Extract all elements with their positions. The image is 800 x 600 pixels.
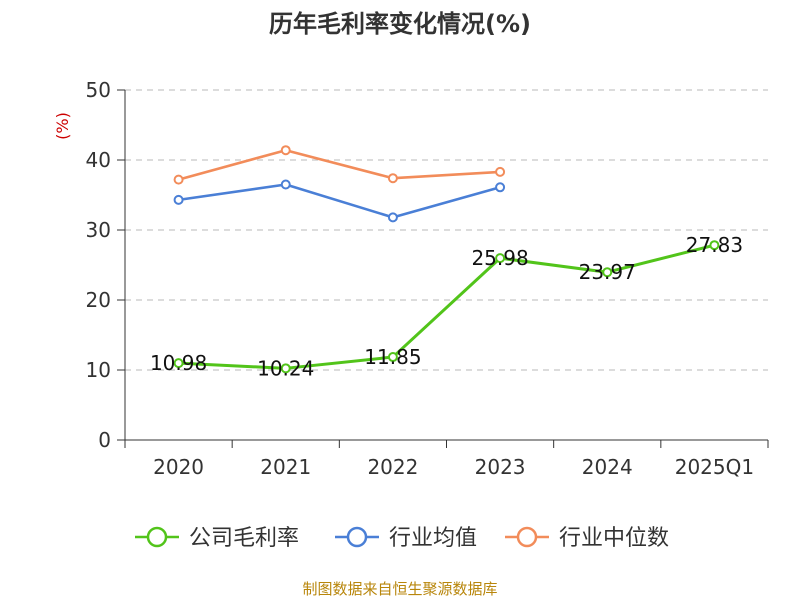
data-label: 10.98 — [150, 351, 207, 375]
y-tick-label: 20 — [86, 288, 111, 312]
legend-label: 公司毛利率 — [189, 526, 299, 551]
data-label: 25.98 — [471, 246, 528, 270]
legend-item: 行业均值 — [335, 526, 477, 551]
legend-item: 行业中位数 — [505, 526, 669, 551]
legend-marker — [516, 526, 538, 548]
series-line — [178, 243, 715, 370]
data-point — [495, 253, 506, 264]
series-line — [178, 148, 501, 181]
y-tick-labels: 0 10 20 30 40 50 — [86, 78, 111, 452]
data-labels: 10.98 10.24 11.85 25.98 23.97 27.83 — [150, 233, 743, 380]
gridlines — [125, 89, 768, 371]
data-point — [387, 352, 398, 363]
data-point — [602, 267, 613, 278]
legend-label: 行业均值 — [389, 526, 477, 551]
data-label: 11.85 — [364, 345, 421, 369]
y-axis-unit: (%) — [53, 112, 72, 140]
chart-title: 历年毛利率变化情况(%) — [269, 10, 531, 38]
y-tick-label: 10 — [86, 358, 111, 382]
data-point — [387, 173, 398, 184]
data-point — [495, 182, 506, 193]
data-point — [173, 174, 184, 185]
legend-marker — [146, 526, 168, 548]
series-line — [178, 183, 501, 219]
data-point — [173, 194, 184, 205]
data-label: 27.83 — [686, 233, 743, 257]
series-lines — [173, 145, 720, 374]
data-point — [280, 145, 291, 156]
x-tick-labels: 2020 2021 2022 2023 2024 2025Q1 — [153, 455, 754, 479]
data-point — [495, 166, 506, 177]
data-point — [173, 358, 184, 369]
y-tick-label: 30 — [86, 218, 111, 242]
legend-item: 公司毛利率 — [135, 526, 299, 551]
y-tick-label: 40 — [86, 148, 111, 172]
x-tick-label: 2024 — [582, 455, 633, 479]
source-note: 制图数据来自恒生聚源数据库 — [302, 580, 497, 598]
data-label: 23.97 — [579, 260, 636, 284]
legend-marker — [346, 526, 368, 548]
data-point — [709, 240, 720, 251]
x-tick-label: 2021 — [260, 455, 311, 479]
y-tick-label: 50 — [86, 78, 111, 102]
x-tick-label: 2025Q1 — [675, 455, 754, 479]
y-tick-label: 0 — [98, 428, 111, 452]
x-tick-label: 2023 — [475, 455, 526, 479]
x-tick-label: 2020 — [153, 455, 204, 479]
legend-label: 行业中位数 — [559, 526, 669, 551]
legend: 公司毛利率 行业均值 行业中位数 — [135, 526, 669, 551]
data-point — [280, 363, 291, 374]
data-point — [387, 212, 398, 223]
x-tick-label: 2022 — [367, 455, 418, 479]
data-label: 10.24 — [257, 356, 314, 380]
data-point — [280, 179, 291, 190]
axes — [117, 89, 769, 448]
